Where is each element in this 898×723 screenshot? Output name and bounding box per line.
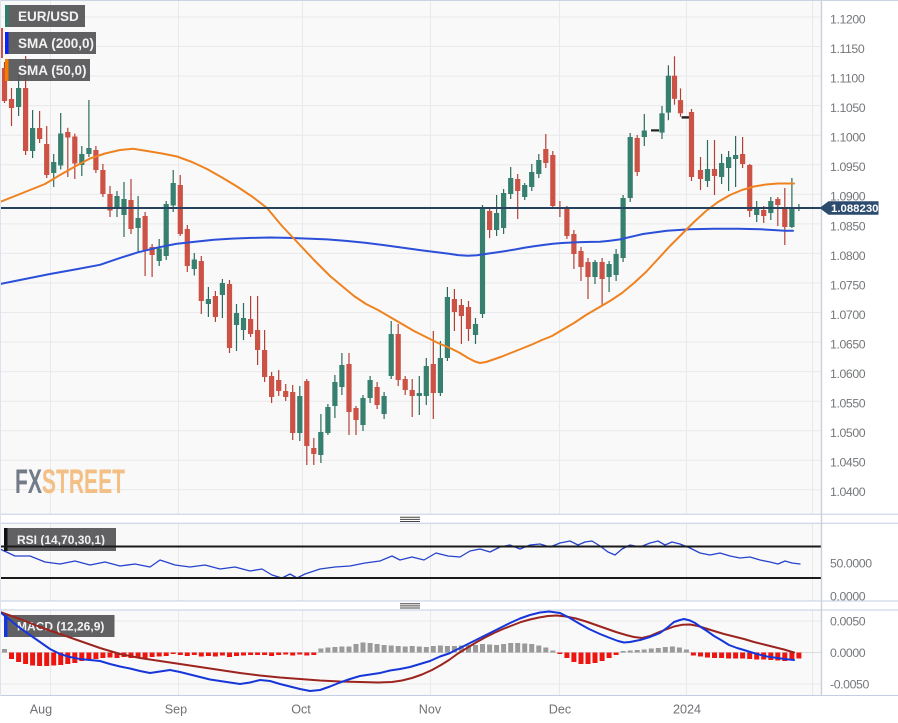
svg-text:1.1150: 1.1150 <box>830 42 865 56</box>
svg-text:Oct: Oct <box>291 703 311 717</box>
svg-text:1.0500: 1.0500 <box>830 426 866 440</box>
svg-text:1.0750: 1.0750 <box>830 278 866 292</box>
svg-text:1.0700: 1.0700 <box>830 308 866 322</box>
svg-text:Nov: Nov <box>419 703 442 717</box>
svg-text:1.1100: 1.1100 <box>830 72 865 86</box>
svg-text:MACD (12,26,9): MACD (12,26,9) <box>17 619 104 633</box>
svg-text:1.0650: 1.0650 <box>830 338 866 352</box>
svg-text:1.0400: 1.0400 <box>830 485 866 499</box>
svg-text:0.0000: 0.0000 <box>830 590 866 604</box>
svg-text:50.0000: 50.0000 <box>830 557 872 571</box>
svg-text:1.1050: 1.1050 <box>830 101 866 115</box>
svg-text:0.0000: 0.0000 <box>830 646 866 660</box>
svg-text:1.0800: 1.0800 <box>830 249 866 263</box>
svg-text:FXSTREET: FXSTREET <box>15 462 125 500</box>
svg-text:Dec: Dec <box>549 703 571 717</box>
svg-text:-0.0050: -0.0050 <box>830 678 869 692</box>
svg-text:1.0550: 1.0550 <box>830 397 866 411</box>
svg-text:2024: 2024 <box>673 703 701 717</box>
svg-text:1.0900: 1.0900 <box>830 190 866 204</box>
svg-text:EUR/USD: EUR/USD <box>18 9 79 24</box>
svg-text:0.0050: 0.0050 <box>830 615 866 629</box>
svg-text:1.0950: 1.0950 <box>830 160 866 174</box>
svg-text:SMA (200,0): SMA (200,0) <box>18 36 94 51</box>
svg-text:1.0600: 1.0600 <box>830 367 866 381</box>
svg-text:SMA (50,0): SMA (50,0) <box>18 63 87 78</box>
svg-text:Sep: Sep <box>165 703 187 717</box>
svg-text:Aug: Aug <box>30 703 52 717</box>
svg-text:1.0850: 1.0850 <box>830 219 866 233</box>
svg-text:1.1000: 1.1000 <box>830 131 866 145</box>
svg-text:1.088230: 1.088230 <box>831 203 879 215</box>
svg-text:1.0450: 1.0450 <box>830 456 866 470</box>
svg-text:1.1200: 1.1200 <box>830 12 866 26</box>
svg-text:RSI (14,70,30,1): RSI (14,70,30,1) <box>17 533 105 547</box>
